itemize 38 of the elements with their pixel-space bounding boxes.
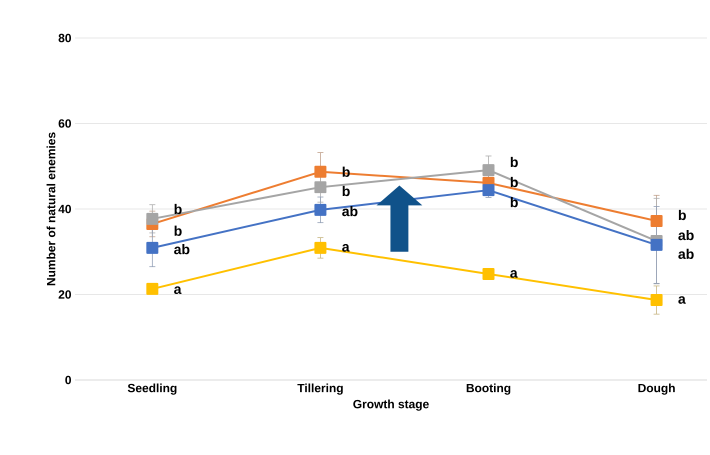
x-tick-label: Dough <box>638 384 675 395</box>
point <box>314 181 326 194</box>
point <box>146 282 158 295</box>
annotation: ab <box>342 206 358 216</box>
point <box>650 214 663 227</box>
point <box>650 238 663 251</box>
y-tick-label: 60 <box>58 119 71 128</box>
annotation: b <box>510 197 518 208</box>
annotation: b <box>678 210 686 220</box>
x-tick-label: Booting <box>466 384 510 395</box>
annotation: a <box>342 244 350 252</box>
annotation: ab <box>678 230 694 240</box>
annotation: b <box>174 204 182 214</box>
x-tick-label: Seedling <box>128 384 176 395</box>
annotation: ab <box>678 248 694 259</box>
point <box>482 268 494 280</box>
annotation: a <box>510 270 518 278</box>
y-tick-label: 80 <box>58 34 71 42</box>
annotation: b <box>174 226 182 236</box>
annotation: a <box>678 296 686 304</box>
annotation: ab <box>174 244 190 254</box>
y-tick-label: 0 <box>65 376 71 384</box>
point <box>314 204 326 216</box>
point <box>314 242 326 254</box>
y-tick-label: 20 <box>58 290 71 299</box>
point <box>146 242 158 254</box>
annotation: a <box>174 286 182 294</box>
annotation: b <box>510 176 518 188</box>
annotation: b <box>342 186 350 196</box>
y-tick-label: 40 <box>58 204 71 214</box>
x-tick-label: Tillering <box>297 384 343 395</box>
y-axis-title: Number of natural enemies <box>46 132 56 286</box>
point <box>314 166 326 178</box>
x-axis-title: Growth stage <box>353 400 429 411</box>
point <box>482 184 494 196</box>
point <box>650 294 663 306</box>
annotation: b <box>510 156 518 168</box>
point <box>482 164 494 176</box>
